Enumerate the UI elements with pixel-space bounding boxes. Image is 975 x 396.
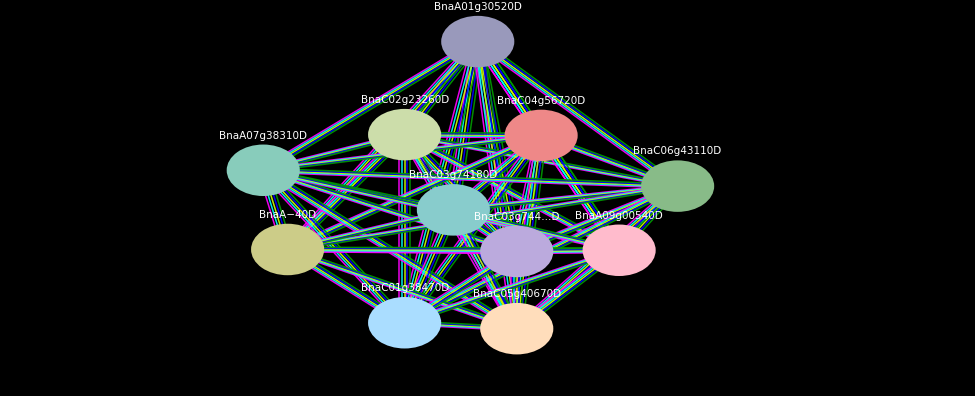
Ellipse shape [480,303,554,354]
Text: BnaC05g40670D: BnaC05g40670D [473,289,561,299]
Ellipse shape [505,110,577,161]
Text: BnaA01g30520D: BnaA01g30520D [434,2,522,12]
Text: BnaC06g43110D: BnaC06g43110D [634,147,722,156]
Text: BnaA07g38310D: BnaA07g38310D [219,131,307,141]
Text: BnaA−40D: BnaA−40D [259,210,316,220]
Text: BnaC04g56720D: BnaC04g56720D [497,96,585,106]
Ellipse shape [480,226,554,277]
Text: BnaC01g38470D: BnaC01g38470D [361,283,448,293]
Ellipse shape [583,225,655,276]
Text: BnaC03g744…D: BnaC03g744…D [474,212,560,222]
Text: BnaC03g74180D: BnaC03g74180D [410,170,497,180]
Ellipse shape [252,224,324,275]
Text: BnaA09g00540D: BnaA09g00540D [575,211,663,221]
Ellipse shape [369,297,441,348]
Ellipse shape [226,145,300,196]
Text: BnaC02g23260D: BnaC02g23260D [361,95,448,105]
Ellipse shape [417,184,489,236]
Ellipse shape [369,109,441,160]
Ellipse shape [642,160,714,212]
Ellipse shape [441,16,515,67]
